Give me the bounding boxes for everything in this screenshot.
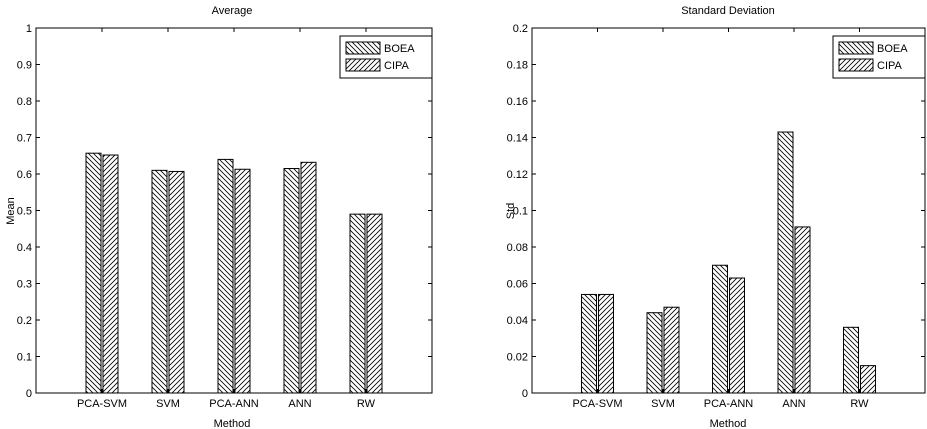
bar-cipa [794, 226, 811, 394]
x-tick-label: RW [357, 398, 376, 410]
y-tick-label: 0.04 [507, 315, 528, 327]
y-tick-label: 0.7 [17, 133, 32, 145]
y-tick-label: 0.6 [17, 169, 32, 181]
y-tick-label: 0.18 [507, 60, 528, 72]
legend-swatch [345, 58, 381, 72]
y-tick-label: 0.3 [17, 279, 32, 291]
y-axis-label: Mean [5, 197, 17, 225]
legend-swatch [838, 41, 874, 55]
y-tick-label: 0.02 [507, 352, 528, 364]
x-tick-label: PCA-SVM [77, 398, 127, 410]
y-tick-label: 0.16 [507, 96, 528, 108]
legend-label: CIPA [384, 60, 410, 72]
x-tick-label: ANN [288, 398, 311, 410]
y-axis-label: Std [505, 203, 517, 220]
bar-cipa [234, 168, 251, 394]
legend-label: CIPA [877, 60, 903, 72]
chart-title: Standard Deviation [681, 5, 775, 17]
chart-panel-std: Standard Deviation Method Std 00.020.040… [505, 5, 926, 429]
plot-area: 0 0.02 0.04 0.06 0.08 0.1 0.12 0.14 0.16 0.18 0.2 P… [507, 23, 926, 410]
y-tick-label: 0.5 [17, 206, 32, 218]
bar-boea [843, 326, 859, 394]
bar-boea [777, 131, 794, 394]
x-tick-label: RW [850, 398, 869, 410]
bar-boea [581, 293, 597, 394]
x-tick-label: SVM [156, 398, 180, 410]
x-tick-label: SVM [651, 398, 675, 410]
bar-boea [349, 213, 366, 394]
y-tick-label: 0.4 [17, 242, 32, 254]
y-tick-label: 0 [522, 388, 528, 400]
x-axis-label: Method [214, 418, 251, 429]
y-tick-label: 0.14 [507, 133, 528, 145]
bar-cipa [300, 161, 317, 394]
y-tick-label: 0.08 [507, 242, 528, 254]
legend-swatch [838, 58, 874, 72]
y-tick-label: 0.12 [507, 169, 528, 181]
x-tick-label: PCA-ANN [209, 398, 259, 410]
y-tick-label: 0.1 [513, 206, 528, 218]
bar-boea [85, 152, 102, 394]
bar-cipa [366, 213, 383, 394]
y-tick-label: 0.2 [513, 23, 528, 35]
x-tick-label: ANN [782, 398, 805, 410]
bar-cipa [168, 170, 185, 394]
plot-area: 0 0.1 0.2 0.3 0.4 0.5 0.6 0.7 0.8 0.9 1 PCA-SVM SVM P… [17, 23, 433, 410]
legend: BOEA CIPA [339, 35, 433, 79]
y-tick-label: 1 [26, 23, 32, 35]
bar-boea [712, 264, 728, 394]
bar-cipa [598, 293, 614, 394]
bar-cipa [860, 365, 876, 394]
chart-panel-average: Average Method Mean 00.10.20.30.40.50.60… [5, 5, 433, 429]
legend-label: BOEA [877, 43, 908, 55]
x-axis-label: Method [710, 418, 747, 429]
y-tick-label: 0.06 [507, 279, 528, 291]
legend-label: BOEA [384, 43, 415, 55]
y-tick-label: 0.8 [17, 96, 32, 108]
y-tick-label: 0 [26, 388, 32, 400]
bar-cipa [102, 154, 119, 394]
y-tick-label: 0.9 [17, 60, 32, 72]
bar-boea [217, 158, 234, 394]
legend-swatch [345, 41, 381, 55]
bar-cipa [729, 277, 745, 394]
bar-boea [646, 312, 663, 394]
bar-boea [151, 169, 168, 394]
x-tick-label: PCA-ANN [704, 398, 754, 410]
chart-title: Average [212, 5, 253, 17]
legend: BOEA CIPA [832, 35, 926, 79]
y-tick-label: 0.2 [17, 315, 32, 327]
y-tick-label: 0.1 [17, 352, 32, 364]
bar-cipa [663, 306, 680, 394]
bar-boea [283, 168, 300, 394]
x-tick-label: PCA-SVM [572, 398, 622, 410]
